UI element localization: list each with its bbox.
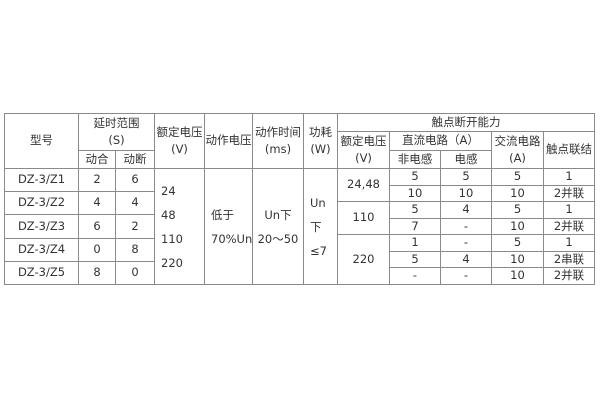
model-cell: DZ-3/Z3 — [4, 214, 79, 239]
inductive-cell: 5 — [440, 168, 492, 186]
connection-cell: 1 — [543, 168, 595, 186]
connection-cell: 2并联 — [543, 185, 595, 202]
header-ac-circuit: 交流电路 (A) — [491, 131, 544, 169]
header-make: 动合 — [78, 150, 116, 169]
inductive-cell: 4 — [440, 251, 492, 268]
inductive-cell: - — [440, 267, 492, 285]
non-inductive-cell: 7 — [389, 218, 441, 235]
header-rated-voltage: 额定电压 (V) — [154, 113, 205, 169]
make-cell: 2 — [78, 168, 116, 192]
connection-cell: 1 — [543, 201, 595, 219]
break-cell: 8 — [115, 238, 155, 262]
operate-time-value: Un下 20～50 — [252, 168, 304, 285]
non-inductive-cell: 10 — [389, 185, 441, 202]
connection-cell: 2并联 — [543, 267, 595, 285]
inductive-cell: - — [440, 234, 492, 252]
model-cell: DZ-3/Z2 — [4, 191, 79, 215]
break-cell: 6 — [115, 168, 155, 192]
header-break: 动断 — [115, 150, 155, 169]
inductive-cell: 4 — [440, 201, 492, 219]
make-cell: 0 — [78, 238, 116, 262]
header-delay-range: 延时范围 (S) — [78, 113, 155, 151]
make-cell: 6 — [78, 214, 116, 239]
ac-cell: 5 — [491, 201, 544, 219]
connection-cell: 2并联 — [543, 218, 595, 235]
non-inductive-cell: 5 — [389, 168, 441, 186]
header-contact-capacity: 触点断开能力 — [337, 113, 595, 132]
ac-cell: 10 — [491, 185, 544, 202]
power-value: Un下 ≤7 — [303, 168, 338, 285]
non-inductive-cell: 5 — [389, 251, 441, 268]
ac-cell: 10 — [491, 251, 544, 268]
break-cell: 0 — [115, 261, 155, 285]
non-inductive-cell: 5 — [389, 201, 441, 219]
header-power: 功耗 (W) — [303, 113, 338, 169]
header-inductive: 电感 — [440, 150, 492, 169]
model-cell: DZ-3/Z4 — [4, 238, 79, 262]
ac-cell: 5 — [491, 168, 544, 186]
inductive-cell: - — [440, 218, 492, 235]
contact-voltage-group: 220 — [337, 234, 390, 285]
connection-cell: 2串联 — [543, 251, 595, 268]
operate-voltage-value: 低于 70%Un — [204, 168, 253, 285]
header-contact-connection: 触点联结 — [543, 131, 595, 169]
break-cell: 4 — [115, 191, 155, 215]
non-inductive-cell: 1 — [389, 234, 441, 252]
ac-cell: 10 — [491, 218, 544, 235]
contact-voltage-group: 24,48 — [337, 168, 390, 202]
make-cell: 8 — [78, 261, 116, 285]
model-cell: DZ-3/Z1 — [4, 168, 79, 192]
rated-voltage-values: 24 48 110 220 — [154, 168, 205, 285]
contact-voltage-group: 110 — [337, 201, 390, 235]
header-contact-rated-voltage: 额定电压 (V) — [337, 131, 390, 169]
connection-cell: 1 — [543, 234, 595, 252]
header-operate-time: 动作时间 (ms) — [252, 113, 304, 169]
header-operate-voltage: 动作电压 — [204, 113, 253, 169]
ac-cell: 10 — [491, 267, 544, 285]
ac-cell: 5 — [491, 234, 544, 252]
break-cell: 2 — [115, 214, 155, 239]
header-non-inductive: 非电感 — [389, 150, 441, 169]
non-inductive-cell: - — [389, 267, 441, 285]
header-dc-circuit: 直流电路（A） — [389, 131, 492, 151]
model-cell: DZ-3/Z5 — [4, 261, 79, 285]
inductive-cell: 10 — [440, 185, 492, 202]
make-cell: 4 — [78, 191, 116, 215]
header-model: 型号 — [4, 113, 79, 169]
